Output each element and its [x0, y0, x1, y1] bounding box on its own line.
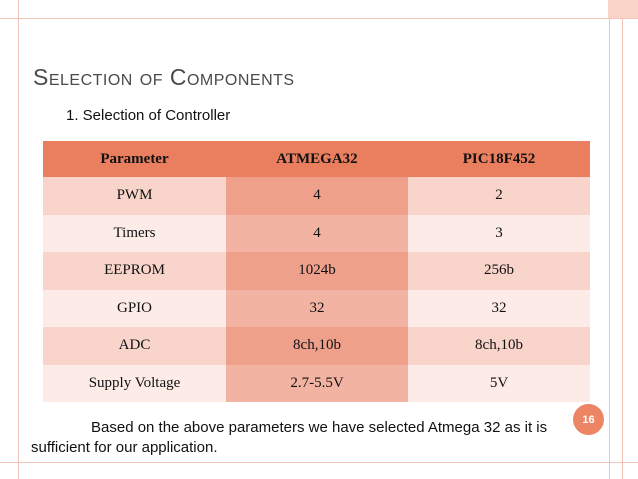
- table-row: EEPROM 1024b 256b: [43, 252, 590, 290]
- table-header-row: Parameter ATMEGA32 PIC18F452: [43, 141, 590, 177]
- frame-line-left: [18, 0, 19, 479]
- cell-pic18f452: 256b: [408, 252, 590, 290]
- table-row: PWM 4 2: [43, 177, 590, 215]
- slide-subtitle: 1. Selection of Controller: [66, 107, 231, 124]
- frame-corner-accent: [608, 0, 638, 18]
- cell-atmega32: 1024b: [226, 252, 408, 290]
- cell-atmega32: 4: [226, 177, 408, 215]
- table-row: GPIO 32 32: [43, 289, 590, 327]
- cell-pic18f452: 2: [408, 177, 590, 215]
- header-parameter: Parameter: [43, 141, 226, 177]
- header-pic18f452: PIC18F452: [408, 141, 590, 177]
- cell-parameter: PWM: [43, 177, 226, 215]
- frame-line-right: [609, 0, 610, 479]
- cell-atmega32: 4: [226, 214, 408, 252]
- cell-pic18f452: 32: [408, 289, 590, 327]
- cell-parameter: Supply Voltage: [43, 364, 226, 402]
- slide-title: Selection of Components: [33, 64, 295, 90]
- cell-parameter: Timers: [43, 214, 226, 252]
- cell-pic18f452: 8ch,10b: [408, 327, 590, 365]
- cell-parameter: ADC: [43, 327, 226, 365]
- table-row: ADC 8ch,10b 8ch,10b: [43, 327, 590, 365]
- conclusion-text: Based on the above parameters we have se…: [31, 419, 548, 456]
- table-row: Supply Voltage 2.7-5.5V 5V: [43, 364, 590, 402]
- cell-parameter: GPIO: [43, 289, 226, 327]
- frame-line-bottom: [0, 462, 638, 463]
- parameter-table: Parameter ATMEGA32 PIC18F452 PWM 4 2 Tim…: [43, 141, 590, 402]
- header-atmega32: ATMEGA32: [226, 141, 408, 177]
- frame-line-right-outer: [622, 0, 623, 479]
- table-row: Timers 4 3: [43, 214, 590, 252]
- frame-line-top: [0, 18, 638, 19]
- cell-pic18f452: 3: [408, 214, 590, 252]
- cell-parameter: EEPROM: [43, 252, 226, 290]
- slide-number-badge: 16: [573, 404, 604, 435]
- cell-atmega32: 2.7-5.5V: [226, 364, 408, 402]
- cell-pic18f452: 5V: [408, 364, 590, 402]
- cell-atmega32: 8ch,10b: [226, 327, 408, 365]
- cell-atmega32: 32: [226, 289, 408, 327]
